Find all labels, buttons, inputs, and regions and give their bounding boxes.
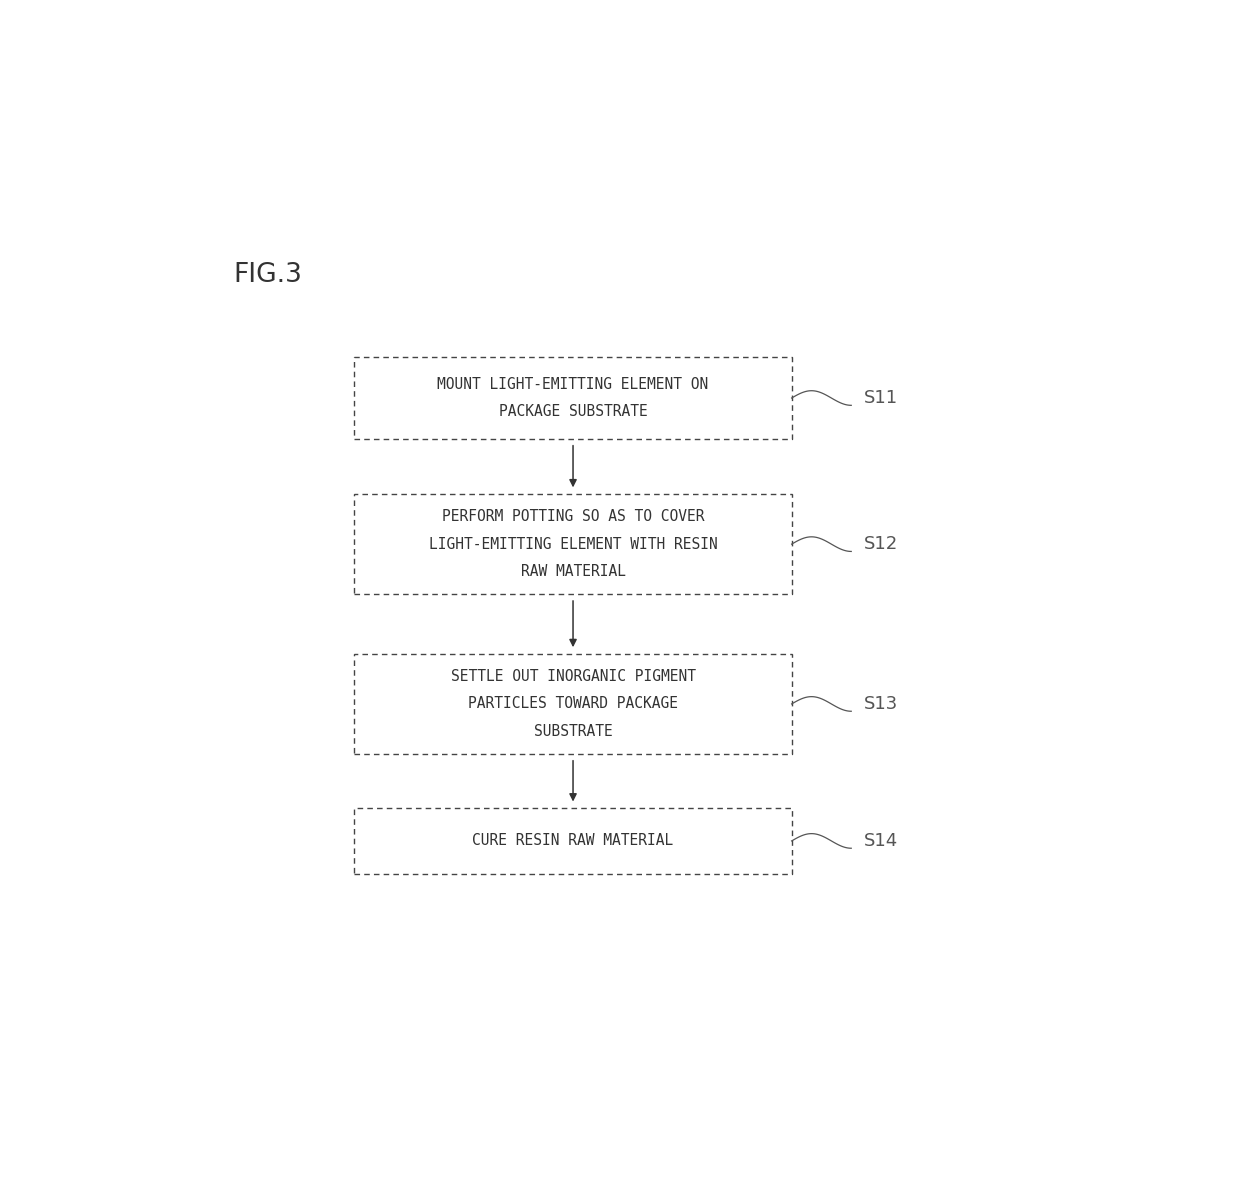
Text: MOUNT LIGHT-EMITTING ELEMENT ON: MOUNT LIGHT-EMITTING ELEMENT ON — [438, 377, 709, 391]
Text: S14: S14 — [864, 831, 898, 850]
Text: FIG.3: FIG.3 — [234, 262, 303, 288]
Bar — [355, 653, 791, 754]
Text: S12: S12 — [864, 535, 898, 553]
Bar — [355, 357, 791, 439]
Text: PERFORM POTTING SO AS TO COVER: PERFORM POTTING SO AS TO COVER — [441, 509, 704, 524]
Text: S13: S13 — [864, 695, 898, 713]
Text: SUBSTRATE: SUBSTRATE — [533, 723, 613, 739]
Bar — [355, 808, 791, 874]
Text: RAW MATERIAL: RAW MATERIAL — [521, 565, 625, 579]
Text: PACKAGE SUBSTRATE: PACKAGE SUBSTRATE — [498, 404, 647, 419]
Text: PARTICLES TOWARD PACKAGE: PARTICLES TOWARD PACKAGE — [467, 696, 678, 712]
Text: S11: S11 — [864, 389, 898, 407]
Text: SETTLE OUT INORGANIC PIGMENT: SETTLE OUT INORGANIC PIGMENT — [450, 669, 696, 684]
Text: LIGHT-EMITTING ELEMENT WITH RESIN: LIGHT-EMITTING ELEMENT WITH RESIN — [429, 536, 718, 551]
Bar — [355, 493, 791, 594]
Text: CURE RESIN RAW MATERIAL: CURE RESIN RAW MATERIAL — [472, 834, 673, 848]
